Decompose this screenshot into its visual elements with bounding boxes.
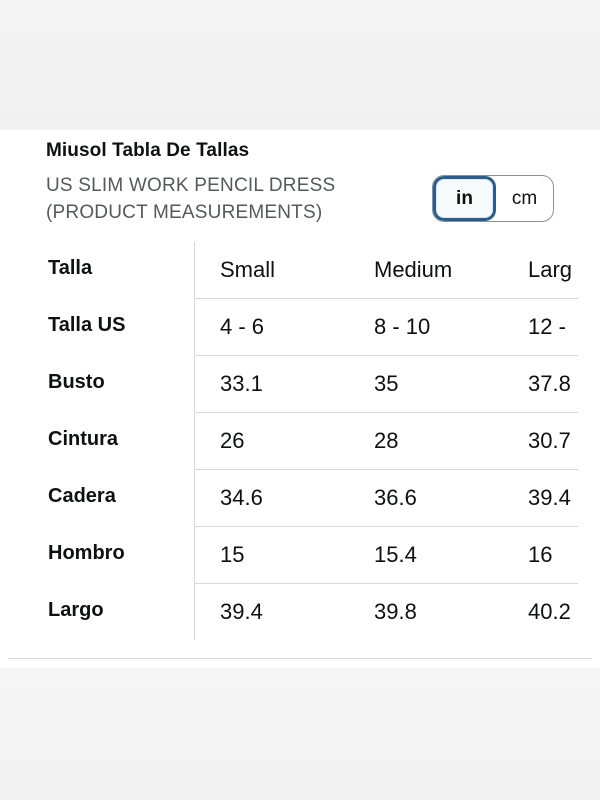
column-header: Small [220,257,276,282]
table-cell: 36.6 [374,485,417,510]
row-label: Cadera [48,485,116,507]
table-row: Busto 33.1 35 37.8 [0,356,578,413]
table-row: Cadera 34.6 36.6 39.4 [0,470,578,527]
row-separator [195,412,578,413]
top-background [0,0,600,130]
table-cell: 35 [374,371,399,396]
table-cell: 39.4 [528,485,571,510]
table-cell: 12 - [528,314,566,339]
row-separator [195,355,578,356]
row-label: Hombro [48,542,125,564]
column-header: Larg [528,257,573,282]
subtitle-line-2: (PRODUCT MEASUREMENTS) [46,202,323,223]
table-cell: 34.6 [220,485,263,510]
table-cell: 30.7 [528,428,571,453]
size-table[interactable]: Talla Small Medium Larg Talla US 4 - 6 8… [0,242,578,640]
table-cell: 39.8 [374,599,417,624]
page-title: Miusol Tabla De Tallas [46,140,250,161]
table-row: Talla US 4 - 6 8 - 10 12 - [0,299,578,356]
table-cell: 33.1 [220,371,263,396]
table-row: Cintura 26 28 30.7 [0,413,578,470]
row-label: Busto [48,371,105,393]
table-row: Largo 39.4 39.8 40.2 [0,584,578,640]
table-header-row: Talla Small Medium Larg [0,242,578,299]
unit-cm-button[interactable]: cm [511,187,538,209]
row-label: Cintura [48,428,118,450]
column-divider [194,242,195,640]
row-label: Largo [48,599,104,621]
table-cell: 28 [374,428,399,453]
table-cell: 4 - 6 [220,314,265,339]
row-separator [195,298,578,299]
bottom-background [0,668,600,800]
table-cell: 40.2 [528,599,571,624]
unit-inches-button[interactable]: in [433,176,496,221]
bottom-divider [8,658,592,659]
row-label: Talla [48,257,93,279]
table-cell: 8 - 10 [374,314,431,339]
table-row: Hombro 15 15.4 16 [0,527,578,584]
table-cell: 26 [220,428,245,453]
row-label: Talla US [48,314,126,336]
product-subtitle: US SLIM WORK PENCIL DRESS (PRODUCT MEASU… [46,172,406,226]
table-cell: 39.4 [220,599,263,624]
table-cell: 15.4 [374,542,417,567]
unit-toggle: in cm [432,175,554,222]
table-cell: 37.8 [528,371,571,396]
table-cell: 15 [220,542,245,567]
subtitle-line-1: US SLIM WORK PENCIL DRESS [46,175,336,196]
row-separator [195,583,578,584]
table-cell: 16 [528,542,553,567]
size-chart-card: Miusol Tabla De Tallas US SLIM WORK PENC… [0,130,600,668]
row-separator [195,526,578,527]
column-header: Medium [374,257,453,282]
row-separator [195,469,578,470]
